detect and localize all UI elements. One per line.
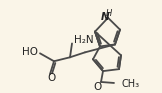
Text: CH₃: CH₃ (121, 79, 139, 89)
Text: H: H (106, 9, 112, 18)
Text: O: O (47, 73, 55, 83)
Text: H₂N: H₂N (74, 36, 94, 45)
Text: HO: HO (22, 47, 38, 57)
Text: N: N (101, 12, 109, 22)
Text: O: O (94, 82, 102, 92)
